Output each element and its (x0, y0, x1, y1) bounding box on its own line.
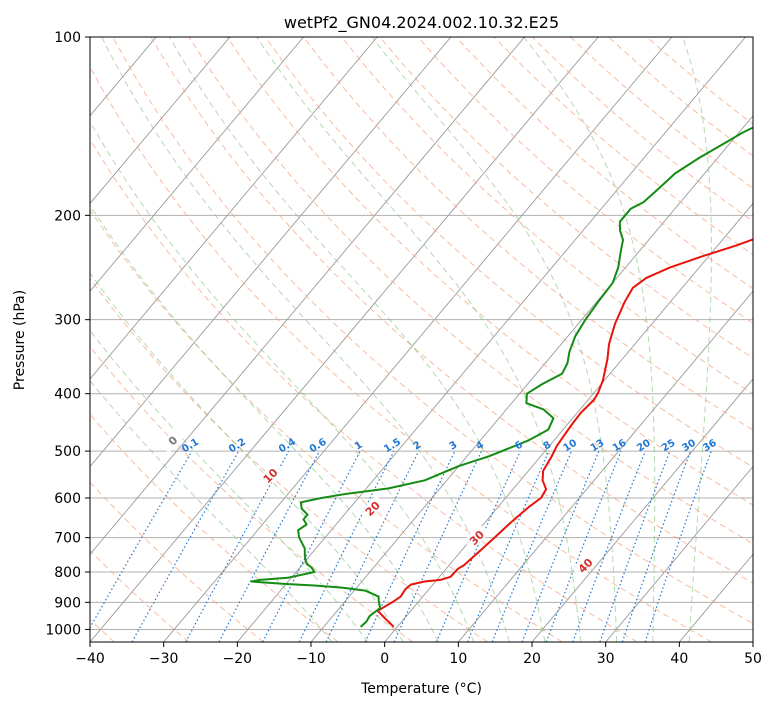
x-tick-label: 30 (597, 651, 615, 667)
y-tick-label: 100 (54, 30, 81, 46)
y-axis-label: Pressure (hPa) (12, 290, 28, 390)
x-tick-label: −10 (296, 651, 326, 667)
x-tick-label: −40 (75, 651, 105, 667)
x-tick-label: 0 (380, 651, 389, 667)
x-axis-label: Temperature (°C) (360, 681, 482, 697)
y-tick-label: 500 (54, 444, 81, 460)
y-tick-label: 300 (54, 313, 81, 329)
y-tick-label: 400 (54, 387, 81, 403)
x-tick-label: 40 (670, 651, 688, 667)
x-tick-label: −30 (149, 651, 179, 667)
y-tick-label: 1000 (45, 622, 81, 638)
x-tick-label: 10 (449, 651, 467, 667)
y-tick-label: 200 (54, 208, 81, 224)
x-tick-label: 50 (744, 651, 762, 667)
y-tick-label: 800 (54, 565, 81, 581)
chart-title: wetPf2_GN04.2024.002.10.32.E25 (284, 13, 559, 33)
y-tick-label: 900 (54, 595, 81, 611)
x-tick-label: 20 (523, 651, 541, 667)
y-tick-label: 600 (54, 491, 81, 507)
x-tick-label: −20 (223, 651, 253, 667)
y-tick-label: 700 (54, 531, 81, 547)
